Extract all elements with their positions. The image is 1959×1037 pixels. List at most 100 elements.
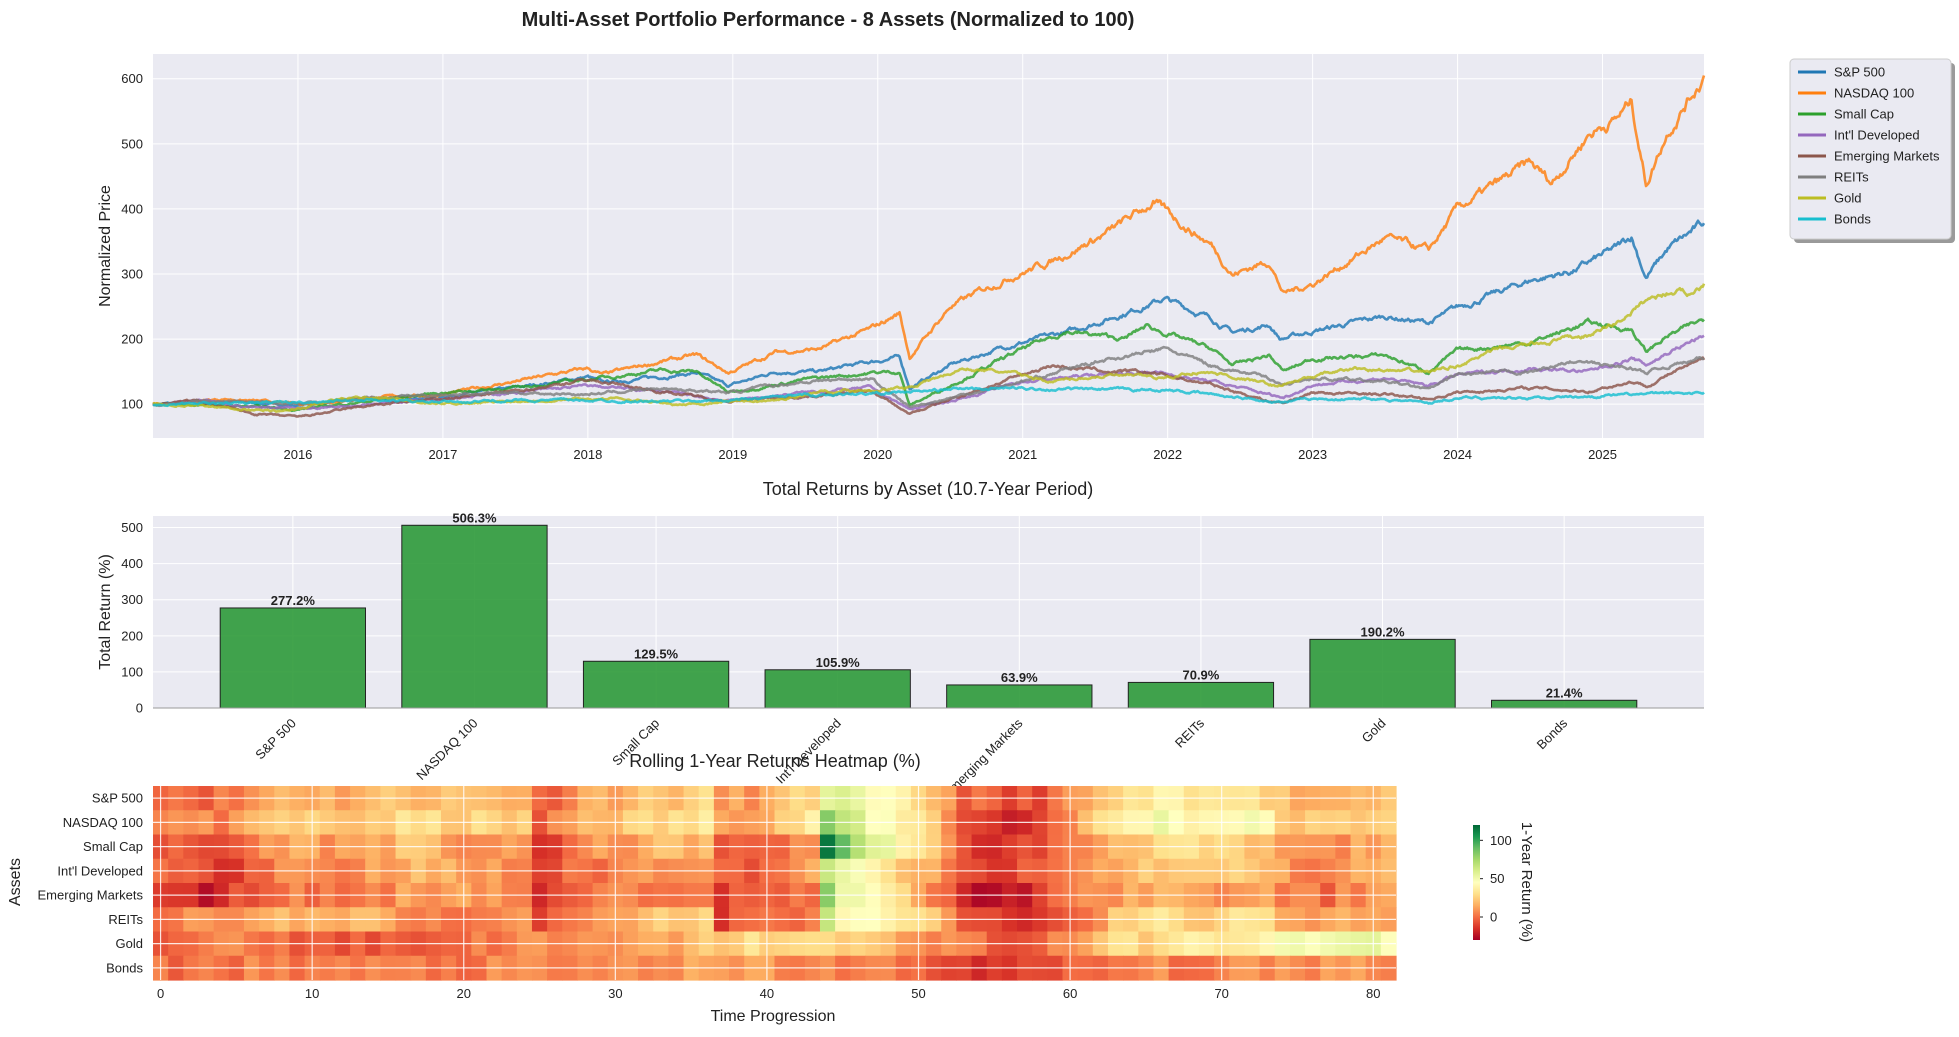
bar-reits: [1127, 681, 1275, 709]
line-y-tick-label: 400: [121, 201, 143, 216]
bar-value-label: 105.9%: [816, 655, 861, 670]
heatmap-x-ticks: 0 10 20 30 40 50 60 70 80: [157, 986, 1381, 1001]
heatmap-row-label-bonds: Bonds: [106, 960, 143, 975]
line-x-tick-label: 2022: [1153, 447, 1182, 462]
line-y-tick-label: 100: [121, 397, 143, 412]
line-y-axis-label: Normalized Price: [97, 185, 114, 307]
colorbar-label: 1-Year Return (%): [1518, 822, 1535, 942]
heatmap-row-label-gold: Gold: [116, 936, 143, 951]
line-y-tick-label: 300: [121, 266, 143, 281]
bar-emerging-markets: [946, 684, 1093, 709]
heatmap-row-label-s-p-500: S&P 500: [92, 791, 143, 806]
heatmap-title: Rolling 1-Year Returns Heatmap (%): [629, 751, 920, 771]
line-x-ticks: 2016 2017 2018 2019 2020 2021 2022 2023 2024 2025: [283, 447, 1617, 462]
bar-chart-title: Total Returns by Asset (10.7-Year Period…: [763, 479, 1094, 499]
line-y-tick-label: 600: [121, 71, 143, 86]
bar-x-tick-label-reits: REITs: [1172, 715, 1207, 750]
heatmap-cells: [153, 786, 1397, 981]
heatmap-x-axis-label: Time Progression: [711, 1008, 836, 1025]
line-x-tick-label: 2024: [1443, 447, 1472, 462]
legend-label-gold: Gold: [1834, 191, 1861, 206]
bar-y-tick-label: 0: [136, 701, 143, 716]
heatmap-row-label-small-cap: Small Cap: [83, 839, 143, 854]
bar-value-label: 277.2%: [271, 593, 316, 608]
line-x-tick-label: 2016: [283, 447, 312, 462]
bar-x-tick-label-gold: Gold: [1359, 716, 1389, 746]
heatmap: S&P 500 NASDAQ 100 Small Cap Int'l Develope…: [7, 751, 1535, 1025]
line-x-tick-label: 2023: [1298, 447, 1327, 462]
line-series-bonds: [152, 385, 1705, 408]
heatmap-y-axis-label: Assets: [7, 858, 24, 906]
bar-value-label: 190.2%: [1360, 624, 1405, 639]
line-y-tick-label: 500: [121, 136, 143, 151]
legend-label-emerging-markets: Emerging Markets: [1834, 149, 1940, 164]
bar-gold: [1309, 638, 1456, 709]
bar-bonds: [1491, 699, 1638, 709]
bar-small-cap: [582, 660, 730, 709]
bar-s-p-500: [219, 607, 366, 709]
heatmap-x-tick-label: 30: [608, 986, 622, 1001]
bar-value-label: 506.3%: [452, 510, 497, 525]
bar-value-label: 21.4%: [1546, 685, 1583, 700]
heatmap-x-tick-label: 20: [457, 986, 471, 1001]
bar-x-tick-label-bonds: Bonds: [1534, 715, 1571, 752]
bar-y-tick-label: 200: [121, 628, 143, 643]
heatmap-gridlines: [153, 786, 1396, 980]
bar-y-axis-label: Total Return (%): [97, 554, 114, 670]
line-x-tick-label: 2021: [1008, 447, 1037, 462]
line-series-reits: [152, 345, 1705, 409]
colorbar-tick-label: 100: [1490, 833, 1512, 848]
bar-value-label: 63.9%: [1001, 670, 1038, 685]
bar-int-l-developed: [764, 669, 911, 709]
heatmap-row-label-int-l-developed: Int'l Developed: [57, 863, 143, 878]
figure-title: Multi-Asset Portfolio Performance - 8 As…: [522, 9, 1135, 31]
heatmap-x-tick-label: 0: [157, 986, 164, 1001]
heatmap-row-label-emerging-markets: Emerging Markets: [38, 888, 144, 903]
bar-y-tick-label: 300: [121, 592, 143, 607]
heatmap-x-tick-label: 40: [760, 986, 774, 1001]
heatmap-row-label-nasdaq-100: NASDAQ 100: [63, 815, 143, 830]
bar-y-tick-label: 500: [121, 520, 143, 535]
bar-y-tick-label: 400: [121, 556, 143, 571]
legend-label-small-cap: Small Cap: [1834, 107, 1894, 122]
line-legend: S&P 500 NASDAQ 100 Small Cap Int'l Develope…: [1789, 58, 1955, 243]
line-series-group: [152, 75, 1706, 418]
line-x-tick-label: 2017: [428, 447, 457, 462]
bar-value-label: 70.9%: [1182, 667, 1219, 682]
bar-x-tick-label-s-p-500: S&P 500: [252, 716, 299, 763]
bar-x-tick-label-nasdaq-100: NASDAQ 100: [413, 716, 480, 783]
bar-y-ticks: 0 100 200 300 400 500: [121, 520, 143, 715]
line-x-tick-label: 2019: [718, 447, 747, 462]
heatmap-row-label-reits: REITs: [108, 912, 143, 927]
bar-y-tick-label: 100: [121, 664, 143, 679]
colorbar-bar: [1473, 825, 1480, 940]
legend-label-reits: REITs: [1834, 170, 1869, 185]
line-y-ticks: 100 200 300 400 500 600: [121, 71, 143, 411]
bar-plot-area: [153, 516, 1704, 708]
heatmap-x-tick-label: 80: [1366, 986, 1380, 1001]
heatmap-colorbar: 0 50 100: [1473, 825, 1512, 940]
line-x-tick-label: 2018: [573, 447, 602, 462]
legend-label-int-l-developed: Int'l Developed: [1834, 128, 1920, 143]
colorbar-tick-label: 0: [1490, 910, 1497, 925]
line-x-tick-label: 2020: [863, 447, 892, 462]
legend-label-bonds: Bonds: [1834, 212, 1871, 227]
line-chart: 2016 2017 2018 2019 2020 2021 2022 2023 2024 2025…: [97, 54, 1955, 462]
colorbar-tick-label: 50: [1490, 871, 1504, 886]
legend-box: [1789, 58, 1952, 240]
legend-label-nasdaq-100: NASDAQ 100: [1834, 86, 1914, 101]
heatmap-x-tick-label: 50: [911, 986, 925, 1001]
line-y-tick-label: 200: [121, 332, 143, 347]
line-plot-area: [153, 54, 1704, 438]
bar-nasdaq-100: [401, 524, 548, 709]
bar-bars-group: 277.2% 506.3% 129.5% 105.9% 63.9% 70.9% 190.2%…: [219, 510, 1638, 709]
bar-value-label: 129.5%: [634, 646, 679, 661]
heatmap-x-tick-label: 60: [1063, 986, 1077, 1001]
heatmap-x-tick-label: 10: [305, 986, 319, 1001]
legend-label-s-p-500: S&P 500: [1834, 65, 1885, 80]
heatmap-row-labels: S&P 500 NASDAQ 100 Small Cap Int'l Develope…: [38, 791, 144, 976]
heatmap-x-tick-label: 70: [1214, 986, 1228, 1001]
line-x-tick-label: 2025: [1588, 447, 1617, 462]
